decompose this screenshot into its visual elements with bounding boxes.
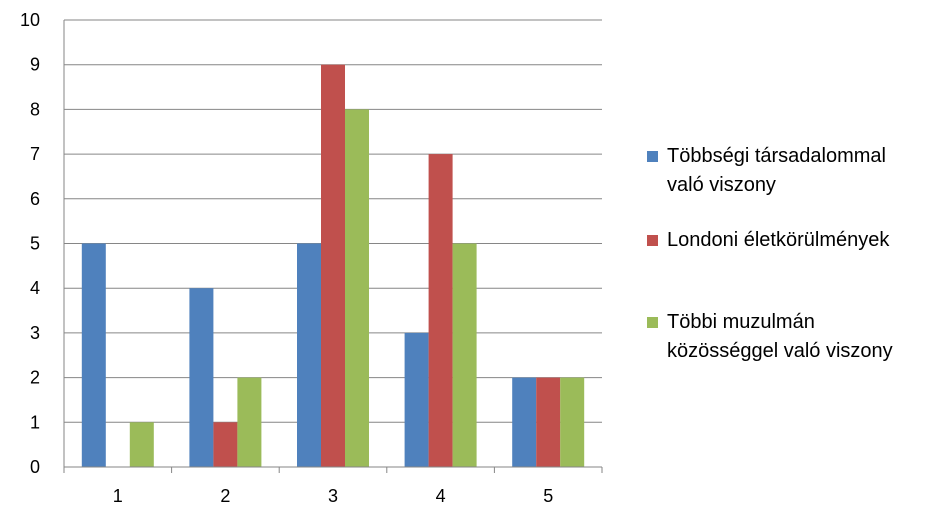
x-tick-label: 4 (436, 486, 446, 506)
bar-series-1-cat-1 (81, 243, 106, 467)
x-tick-label: 2 (220, 486, 230, 506)
legend-label: való viszony (667, 174, 776, 196)
bar-series-2-cat-4 (428, 154, 453, 467)
y-tick-label: 5 (30, 234, 40, 254)
x-tick-label: 1 (113, 486, 123, 506)
legend-label: Londoni életkörülmények (667, 229, 890, 251)
legend-swatch (647, 317, 658, 328)
x-tick-label: 3 (328, 486, 338, 506)
x-tick-label: 5 (543, 486, 553, 506)
bar-series-2-cat-5 (536, 377, 561, 467)
bar-series-3-cat-5 (560, 377, 585, 467)
y-tick-label: 8 (30, 99, 40, 119)
y-tick-label: 9 (30, 55, 40, 75)
y-tick-label: 3 (30, 323, 40, 343)
bar-series-3-cat-4 (452, 243, 477, 467)
bar-series-3-cat-3 (345, 109, 369, 468)
y-tick-label: 7 (30, 144, 40, 164)
y-tick-label: 4 (30, 278, 40, 298)
bar-series-2-cat-3 (321, 64, 345, 467)
bar-series-3-cat-2 (237, 377, 262, 467)
bar-series-1-cat-2 (189, 288, 214, 467)
legend: Többségi társadalommal való viszony London… (647, 145, 893, 362)
y-tick-label: 1 (30, 412, 40, 432)
y-tick-label: 6 (30, 189, 40, 209)
bar-series-1-cat-3 (297, 243, 321, 467)
bars (81, 64, 585, 468)
legend-label: Többi muzulmán (667, 311, 815, 333)
legend-label: közösséggel való viszony (667, 340, 893, 362)
bar-series-3-cat-1 (129, 422, 154, 467)
legend-label: Többségi társadalommal (667, 145, 886, 167)
y-tick-label: 0 (30, 457, 40, 477)
y-tick-label: 2 (30, 368, 40, 388)
legend-swatch (647, 235, 658, 246)
bar-series-1-cat-4 (404, 332, 429, 467)
axes (63, 20, 603, 473)
bar-series-1-cat-5 (512, 377, 537, 467)
x-tick-labels: 1 2 3 4 5 (113, 486, 553, 506)
legend-swatch (647, 151, 658, 162)
bar-series-2-cat-2 (213, 422, 238, 467)
y-tick-labels: 0 1 2 3 4 5 6 7 8 9 10 (20, 10, 40, 477)
y-tick-label: 10 (20, 10, 40, 30)
